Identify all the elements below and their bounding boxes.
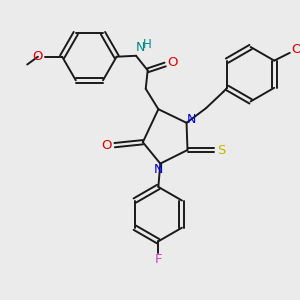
Text: N: N: [187, 113, 196, 126]
Text: S: S: [217, 143, 226, 157]
Text: O: O: [102, 139, 112, 152]
Text: N: N: [154, 163, 163, 176]
Text: F: F: [154, 253, 162, 266]
Text: O: O: [33, 50, 43, 63]
Text: O: O: [168, 56, 178, 69]
Text: N: N: [136, 41, 146, 55]
Text: H: H: [143, 38, 152, 51]
Text: O: O: [291, 44, 300, 56]
